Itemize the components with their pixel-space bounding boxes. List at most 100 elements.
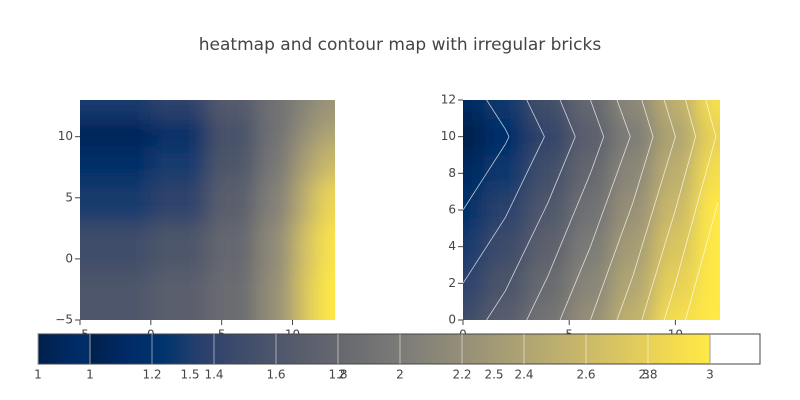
contour-line xyxy=(505,129,510,137)
contour-line xyxy=(486,143,506,174)
cell xyxy=(611,118,655,156)
contour-line xyxy=(663,283,676,320)
cell xyxy=(569,191,613,229)
contour-line xyxy=(526,100,545,137)
cell xyxy=(317,222,335,272)
chart-title: heatmap and contour map with irregular b… xyxy=(199,35,602,55)
contour-line xyxy=(632,173,643,203)
cell xyxy=(569,118,613,156)
cell xyxy=(257,100,293,121)
colorbar-tick-label: 1.8 xyxy=(328,368,347,382)
contour-line xyxy=(641,283,654,320)
contour-line xyxy=(526,283,545,320)
contour-line xyxy=(508,246,528,284)
contour-line xyxy=(652,246,665,284)
cell xyxy=(317,145,335,180)
cell xyxy=(611,100,655,119)
contour-line xyxy=(641,136,654,174)
cell xyxy=(654,228,698,266)
cell xyxy=(696,228,720,266)
contour-line xyxy=(629,202,634,211)
contour-line xyxy=(675,246,686,284)
contour-line xyxy=(663,100,676,137)
cell xyxy=(526,100,570,119)
contour-line xyxy=(616,100,631,137)
colorbar-tick-label: 3 xyxy=(642,368,650,382)
contour-line xyxy=(526,209,545,247)
contour-line xyxy=(685,100,697,137)
y-tick-label: 8 xyxy=(448,166,456,180)
contour-line xyxy=(705,136,717,174)
cell xyxy=(484,155,528,193)
contour-line xyxy=(590,209,605,247)
contour-line xyxy=(629,275,634,284)
y-tick-label: 0 xyxy=(448,313,456,327)
cell xyxy=(80,119,152,147)
contour-lines xyxy=(463,100,719,320)
contour-line xyxy=(486,100,506,130)
cell xyxy=(317,179,335,223)
y-tick-label: 6 xyxy=(448,203,456,217)
cell xyxy=(150,145,208,180)
cell xyxy=(80,179,152,223)
cell xyxy=(526,118,570,156)
cell xyxy=(207,222,258,272)
colorbar-tick-label: 2.4 xyxy=(514,368,533,382)
cell xyxy=(150,119,208,147)
cell xyxy=(463,228,485,266)
contour-line xyxy=(705,209,717,247)
cell xyxy=(696,100,720,119)
cell xyxy=(611,265,655,303)
contour-line xyxy=(574,246,591,284)
contour-line xyxy=(559,136,576,174)
cell xyxy=(317,271,335,320)
cell xyxy=(696,191,720,229)
contour-line xyxy=(544,275,549,284)
cell xyxy=(526,155,570,193)
contour-line xyxy=(675,173,686,211)
contour-line xyxy=(505,283,510,291)
cell xyxy=(257,179,293,223)
cell xyxy=(484,191,528,229)
y-tick-label: 5 xyxy=(65,190,73,204)
cell xyxy=(611,191,655,229)
contour-line xyxy=(547,173,561,203)
cell xyxy=(80,145,152,180)
colorbar-tick-label: 2.8 xyxy=(638,368,657,382)
contour-line xyxy=(547,246,561,277)
cell xyxy=(80,222,152,272)
cell xyxy=(484,100,528,119)
y-tick-label: 0 xyxy=(65,251,73,265)
colorbar-tick-label: 2.5 xyxy=(484,368,503,382)
y-tick-label: 10 xyxy=(441,129,456,143)
y-tick-label: −5 xyxy=(55,313,73,327)
contour-line xyxy=(695,246,707,284)
cell xyxy=(463,118,485,156)
plot-area xyxy=(463,100,720,320)
contour-line xyxy=(505,209,510,218)
contour-line xyxy=(616,136,631,174)
plot-area xyxy=(80,100,335,320)
cell xyxy=(526,301,570,320)
cell xyxy=(207,271,258,320)
contour-line xyxy=(652,173,665,211)
contour-line xyxy=(632,246,643,277)
contour-line xyxy=(590,136,605,174)
cell xyxy=(484,228,528,266)
colorbar-tick-label: 1 xyxy=(86,368,94,382)
colorbar-tick-label: 2.6 xyxy=(576,368,595,382)
cell xyxy=(292,119,318,147)
contour-line xyxy=(685,209,697,247)
y-tick-label: 12 xyxy=(441,93,456,107)
contour-line xyxy=(663,209,676,247)
cell xyxy=(611,155,655,193)
cell xyxy=(150,100,208,121)
contour-line xyxy=(559,100,576,137)
cell xyxy=(257,145,293,180)
contour-line xyxy=(715,202,719,211)
contour-line xyxy=(603,173,618,211)
contour-line xyxy=(526,136,545,174)
cell xyxy=(317,119,335,147)
cell xyxy=(80,271,152,320)
